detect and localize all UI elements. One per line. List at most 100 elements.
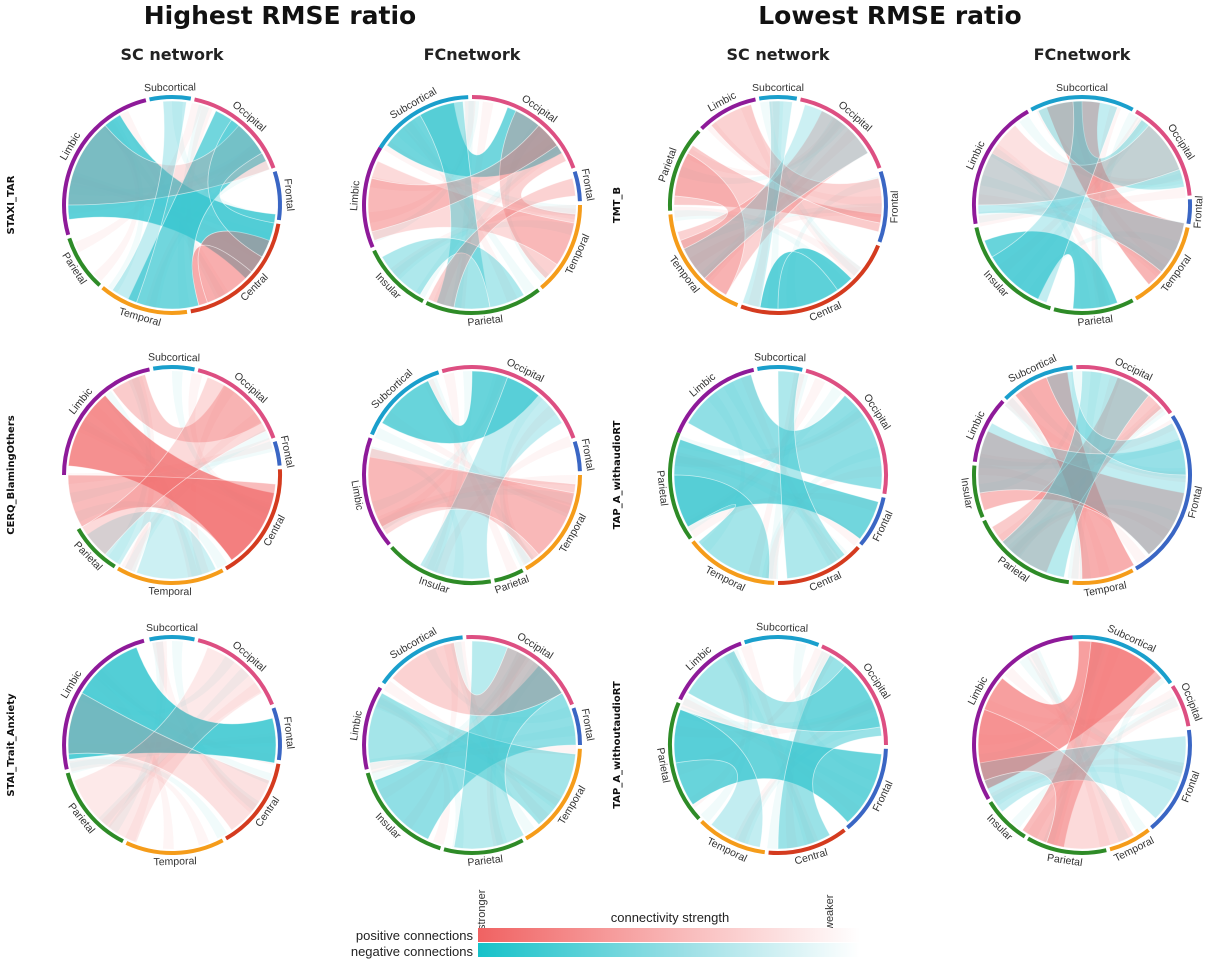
- region-arc-temporal: [116, 566, 224, 585]
- region-arc-limbic: [362, 146, 383, 248]
- region-arc-insular: [372, 249, 424, 303]
- region-arc-subcortical: [149, 635, 195, 642]
- region-arc-frontal: [1150, 729, 1192, 830]
- positive-ribbon: [427, 177, 577, 308]
- negative-ribbon: [977, 422, 1187, 556]
- region-arc-central: [740, 244, 880, 315]
- positive-ribbon: [673, 144, 883, 233]
- negative-ribbon: [683, 104, 869, 280]
- region-arc-occipital: [1076, 364, 1173, 415]
- region-arc-frontal: [1186, 199, 1193, 225]
- region-label-subcortical: Subcortical: [756, 621, 808, 635]
- chord-diagram-11: LimbicSubcorticalOccipitalFrontalCentral…: [654, 621, 896, 868]
- region-arc-central: [224, 469, 283, 571]
- chord-diagram-2: Subcortical OccipitalFrontalTemporalParie…: [348, 85, 596, 329]
- region-arc-frontal: [1134, 415, 1192, 571]
- weak-ribbon: [674, 206, 862, 276]
- region-label-limbic: Limbic: [348, 479, 365, 511]
- region-arc-temporal: [700, 819, 766, 855]
- title-lowest: Lowest RMSE ratio: [758, 1, 1022, 30]
- region-arc-parietal: [67, 237, 102, 287]
- region-arc-limbic: [678, 641, 742, 701]
- negative-ribbon: [979, 735, 1187, 820]
- region-label-parietal: Parietal: [467, 313, 504, 329]
- region-arc-subcortical: [1072, 634, 1173, 685]
- negative-ribbon: [1045, 370, 1187, 476]
- weak-ribbon: [1113, 674, 1166, 834]
- weak-ribbon: [69, 758, 210, 846]
- weak-ribbon: [1030, 649, 1130, 843]
- region-arc-temporal: [668, 214, 739, 307]
- weak-ribbon: [368, 101, 476, 224]
- weak-ribbon: [423, 372, 460, 572]
- chord-diagram-7: LimbicSubcorticalOccipitalFrontalCentral…: [654, 351, 896, 594]
- weak-ribbon: [433, 436, 572, 575]
- chord-diagram-12: SubcorticalOccipitalFrontalTemporalParie…: [966, 622, 1204, 869]
- weak-ribbon: [450, 641, 535, 835]
- weak-ribbon: [102, 390, 203, 578]
- region-arc-parietal: [443, 838, 524, 855]
- region-label-subcortical: Subcortical: [752, 82, 804, 94]
- positive-ribbon: [367, 447, 575, 556]
- region-arc-parietal: [494, 568, 524, 583]
- region-arc-occipital: [197, 638, 274, 706]
- weak-ribbon: [1011, 405, 1167, 559]
- weak-ribbon: [1019, 115, 1184, 188]
- legend-stronger: stronger: [476, 889, 488, 930]
- region-arc-insular: [974, 227, 1051, 311]
- region-arc-subcortical: [758, 95, 798, 101]
- region-arc-subcortical: [757, 365, 803, 372]
- weak-ribbon: [767, 650, 832, 849]
- region-arc-limbic: [700, 97, 756, 131]
- weak-ribbon: [88, 674, 174, 849]
- region-arc-limbic: [972, 635, 1073, 800]
- negative-ribbon: [759, 247, 853, 310]
- region-arc-temporal: [1134, 227, 1190, 301]
- region-arc-limbic: [676, 367, 755, 434]
- region-arc-parietal: [667, 432, 693, 540]
- negative-ribbon: [67, 646, 277, 764]
- negative-ribbon: [86, 511, 217, 580]
- weak-ribbon: [88, 404, 199, 578]
- chord-diagram-3: LimbicSubcorticalOccipitalFrontalCentral…: [656, 82, 901, 324]
- chord-diagram-6: Subcortical OccipitalFrontalTemporalParie…: [348, 356, 596, 596]
- region-arc-limbic: [972, 399, 1005, 463]
- region-label-parietal: Parietal: [1077, 313, 1114, 329]
- chord-diagrams: SubcorticalOccipitalFrontalCentralTempor…: [58, 81, 1206, 869]
- region-arc-subcortical: [1004, 365, 1073, 401]
- weak-ribbon: [978, 464, 1147, 564]
- weak-ribbon: [376, 475, 576, 527]
- region-arc-occipital: [805, 368, 889, 495]
- weak-ribbon: [371, 651, 528, 783]
- region-label-temporal: Temporal: [148, 585, 191, 598]
- weak-ribbon: [402, 120, 518, 303]
- region-label-subcortical: Subcortical: [754, 351, 806, 364]
- region-arc-limbic: [62, 98, 147, 236]
- weak-ribbon: [761, 446, 881, 579]
- negative-ribbon: [381, 370, 540, 444]
- negative-ribbon: [673, 708, 764, 848]
- region-arc-subcortical: [378, 95, 469, 149]
- weak-ribbon: [74, 102, 203, 253]
- region-arc-occipital: [466, 634, 574, 706]
- region-arc-subcortical: [370, 370, 440, 436]
- region-arc-central: [768, 828, 846, 856]
- col-header-sc-left: SC network: [120, 45, 223, 64]
- negative-ribbon: [777, 370, 846, 580]
- region-label-frontal: Frontal: [888, 191, 901, 224]
- col-header-fc-left: FCnetwork: [424, 45, 521, 64]
- weak-ribbon: [107, 376, 152, 564]
- weak-ribbon: [189, 385, 235, 576]
- region-arc-temporal: [101, 286, 188, 315]
- weak-ribbon: [1026, 651, 1111, 848]
- weak-ribbon: [124, 429, 270, 573]
- weak-ribbon: [1026, 699, 1180, 839]
- negative-ribbon: [419, 376, 563, 580]
- region-arc-parietal: [1053, 298, 1134, 315]
- weak-ribbon: [369, 446, 464, 579]
- region-arc-insular: [988, 801, 1026, 839]
- weak-ribbon: [375, 696, 451, 845]
- region-arc-limbic: [971, 109, 1030, 225]
- region-label-frontal: Frontal: [281, 178, 296, 212]
- region-arc-temporal: [125, 838, 224, 855]
